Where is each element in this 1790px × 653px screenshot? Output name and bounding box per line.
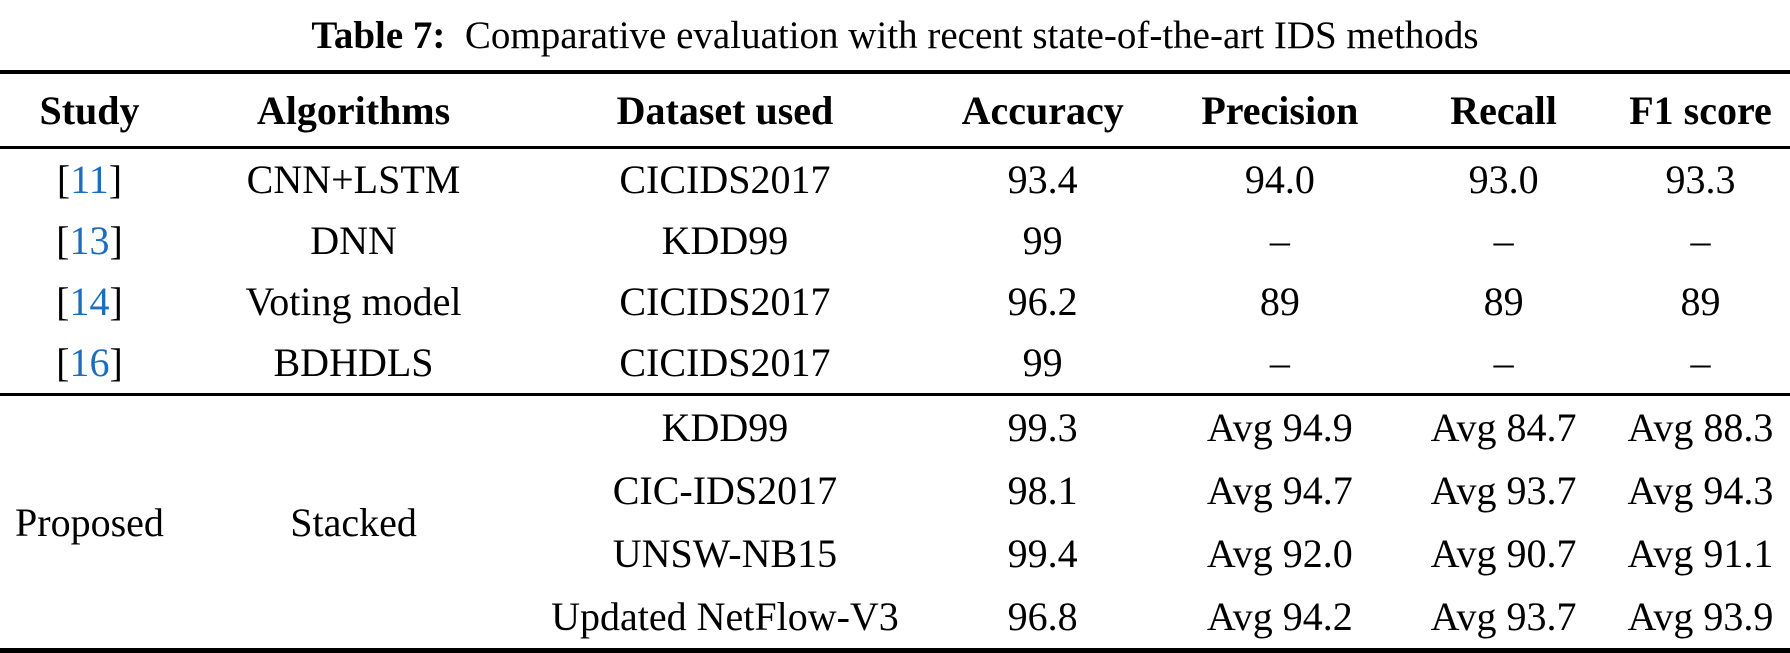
table-row-ref-13: [13] DNN KDD99 99 – – – (0, 210, 1790, 271)
col-header-dataset: Dataset used (528, 72, 922, 149)
recall-cell: Avg 84.7 (1396, 393, 1611, 459)
table-row-ref-16: [16] BDHDLS CICIDS2017 99 – – – (0, 332, 1790, 395)
f1-cell: Avg 88.3 (1610, 393, 1790, 459)
f1-cell: Avg 91.1 (1627, 531, 1774, 576)
recall-cell: Avg 90.7 (1430, 531, 1577, 576)
f1-cell: – (1690, 218, 1711, 263)
ref-cell: [11] (0, 148, 179, 211)
recall-cell: – (1493, 218, 1514, 263)
dataset-cell: Updated NetFlow-V3 (551, 594, 899, 639)
f1-cell: 93.3 (1665, 157, 1736, 202)
proposed-study-cell: Proposed (0, 393, 179, 651)
accuracy-cell: 99 (1022, 340, 1063, 385)
proposed-algorithm-cell: Stacked (179, 393, 529, 651)
precision-cell: Avg 94.2 (1206, 594, 1353, 639)
precision-cell: – (1269, 340, 1290, 385)
citation-bracket-open: [ (56, 157, 71, 202)
col-header-precision: Precision (1163, 72, 1397, 149)
table-row-proposed-cicids2017: CIC-IDS2017 98.1 Avg 94.7 Avg 93.7 Avg 9… (0, 459, 1790, 522)
col-header-study: Study (0, 72, 179, 149)
citation-bracket-close: ] (108, 157, 123, 202)
header-row: Study Algorithms Dataset used Accuracy P… (0, 72, 1790, 149)
accuracy-cell: 98.1 (1007, 468, 1078, 513)
recall-cell: 89 (1483, 279, 1524, 324)
citation-bracket-open: [ (56, 279, 70, 324)
ref-cell: [16] (0, 332, 179, 395)
ref-cell: [14] (0, 271, 179, 332)
algorithm-cell: CNN+LSTM (246, 157, 461, 202)
caption-label: Table 7: (311, 13, 446, 57)
ref-cell: [13] (0, 210, 179, 271)
citation-link[interactable]: 13 (69, 218, 110, 263)
accuracy-cell: 96.8 (1007, 594, 1078, 639)
algorithm-cell: DNN (310, 218, 397, 263)
f1-cell: Avg 94.3 (1627, 468, 1774, 513)
table-row-proposed-kdd99: Proposed Stacked KDD99 99.3 Avg 94.9 Avg… (0, 393, 1790, 651)
dataset-cell: UNSW-NB15 (612, 531, 838, 576)
citation-link[interactable]: 11 (70, 157, 109, 202)
algorithm-cell: Voting model (245, 279, 462, 324)
citation-bracket-open: [ (56, 340, 70, 385)
table-caption: Table 7: Comparative evaluation with rec… (0, 0, 1790, 70)
citation-link[interactable]: 16 (69, 340, 110, 385)
table-row-ref-11: [11] CNN+LSTM CICIDS2017 93.4 94.0 93.0 … (0, 148, 1790, 211)
col-header-accuracy: Accuracy (921, 72, 1164, 149)
citation-bracket-close: ] (109, 279, 123, 324)
table-row-proposed-unsw-nb15: UNSW-NB15 99.4 Avg 92.0 Avg 90.7 Avg 91.… (0, 522, 1790, 585)
precision-cell: Avg 94.7 (1206, 468, 1353, 513)
algorithm-cell: BDHDLS (273, 340, 434, 385)
citation-bracket-close: ] (109, 218, 123, 263)
table-row-proposed-netflow-v3: Updated NetFlow-V3 96.8 Avg 94.2 Avg 93.… (0, 585, 1790, 651)
caption-separator (445, 13, 465, 58)
col-header-f1: F1 score (1610, 72, 1790, 149)
f1-cell: – (1690, 340, 1711, 385)
recall-cell: Avg 93.7 (1430, 468, 1577, 513)
precision-cell: Avg 94.9 (1163, 393, 1397, 459)
precision-cell: Avg 92.0 (1206, 531, 1353, 576)
accuracy-cell: 99 (1022, 218, 1063, 263)
accuracy-cell: 96.2 (1007, 279, 1078, 324)
dataset-cell: CIC-IDS2017 (612, 468, 838, 513)
f1-cell: 89 (1680, 279, 1721, 324)
dataset-cell: CICIDS2017 (619, 157, 831, 202)
dataset-cell: KDD99 (661, 218, 789, 263)
precision-cell: 89 (1259, 279, 1300, 324)
accuracy-cell: 93.4 (1007, 157, 1078, 202)
col-header-algorithms: Algorithms (179, 72, 529, 149)
comparison-table: Study Algorithms Dataset used Accuracy P… (0, 70, 1790, 653)
f1-cell: Avg 93.9 (1627, 594, 1774, 639)
citation-link[interactable]: 14 (69, 279, 110, 324)
dataset-cell: KDD99 (528, 393, 922, 459)
dataset-cell: CICIDS2017 (619, 279, 831, 324)
citation-bracket-open: [ (56, 218, 70, 263)
table-row-ref-14: [14] Voting model CICIDS2017 96.2 89 89 … (0, 271, 1790, 332)
citation-bracket-close: ] (109, 340, 123, 385)
precision-cell: – (1269, 218, 1290, 263)
recall-cell: Avg 93.7 (1430, 594, 1577, 639)
precision-cell: 94.0 (1244, 157, 1315, 202)
dataset-cell: CICIDS2017 (619, 340, 831, 385)
recall-cell: – (1493, 340, 1514, 385)
recall-cell: 93.0 (1468, 157, 1539, 202)
accuracy-cell: 99.3 (921, 393, 1164, 459)
caption-text: Comparative evaluation with recent state… (464, 13, 1479, 57)
accuracy-cell: 99.4 (1007, 531, 1078, 576)
col-header-recall: Recall (1396, 72, 1611, 149)
